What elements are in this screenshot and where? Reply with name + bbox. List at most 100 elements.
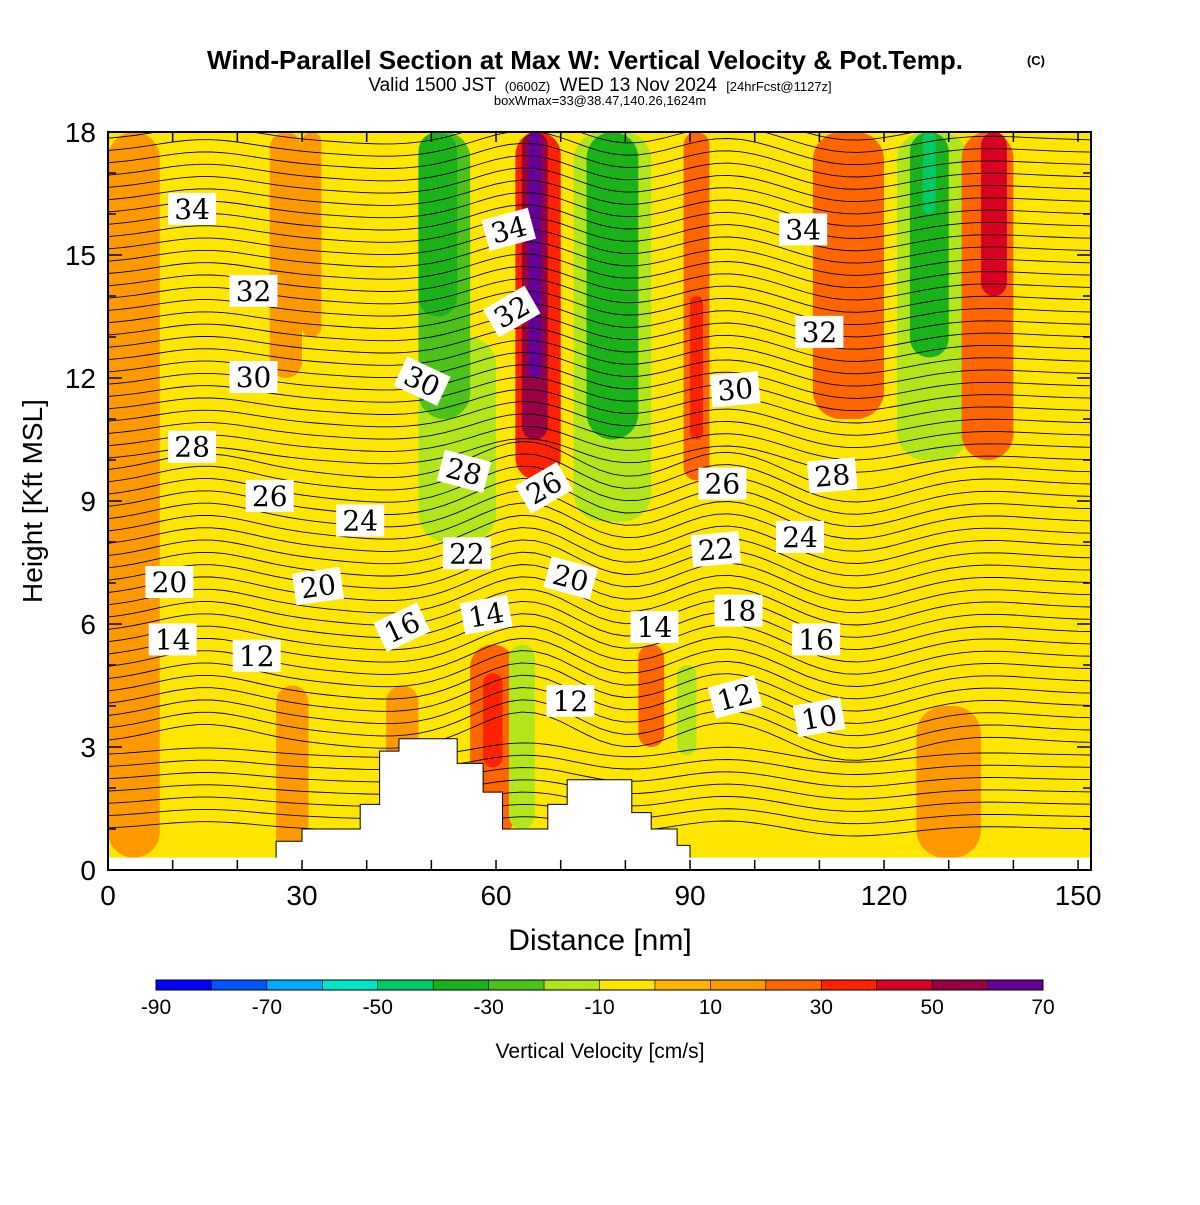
- isentrope-line-48: [108, 228, 1091, 264]
- isentrope-line-25: [108, 502, 1091, 552]
- contour-label-23: 22: [690, 531, 742, 568]
- colorbar-swatch: [377, 980, 434, 990]
- colorbar: -90 -70 -50 -30 -10 10 30 50 70: [141, 979, 1055, 1019]
- contour-label-14: 28: [436, 449, 492, 494]
- contour-label-text: 34: [785, 213, 821, 246]
- velocity-band-11: [483, 673, 503, 768]
- terrain-profile: [108, 738, 691, 870]
- isentrope-line-33: [108, 413, 1091, 449]
- contour-label-26: 24: [776, 520, 824, 554]
- colorbar-tick-label: -90: [141, 996, 171, 1019]
- x-tick-label: 90: [674, 880, 705, 911]
- velocity-band-3: [302, 132, 322, 337]
- y-tick-label: 15: [65, 240, 96, 271]
- contour-label-27: 28: [806, 457, 858, 494]
- contour-label-29: 34: [779, 213, 828, 246]
- isentrope-line-24: [108, 514, 1091, 564]
- colorbar-swatch: [932, 980, 989, 990]
- isentrope-line-52: [108, 179, 1091, 215]
- contour-label-text: 14: [637, 611, 673, 644]
- isentrope-line-34: [108, 401, 1091, 436]
- valid-prefix: Valid 1500 JST: [368, 75, 496, 96]
- colorbar-tick-label: -30: [473, 996, 503, 1019]
- x-tick-label: 0: [100, 880, 116, 911]
- x-axis-title: Distance [nm]: [508, 924, 691, 957]
- terrain-base: [108, 857, 1091, 870]
- isentrope-line-21: [108, 551, 1091, 601]
- contour-label-6: 24: [336, 504, 385, 538]
- isentrope-line-32: [108, 425, 1091, 461]
- isentrope-line-8: [108, 711, 1091, 761]
- y-axis: 0 3 6 9 12 15 18: [65, 117, 1091, 886]
- valid-date: WED 13 Nov 2024: [560, 75, 718, 96]
- contour-label-text: 26: [252, 480, 288, 513]
- isentrope-line-57: [108, 132, 1091, 153]
- contour-label-text: 22: [449, 537, 485, 570]
- velocity-band-2: [269, 132, 303, 378]
- contour-label-12: 14: [459, 594, 513, 635]
- y-tick-label: 18: [65, 117, 96, 148]
- isentrope-line-22: [108, 539, 1091, 589]
- isentrope-line-53: [108, 167, 1091, 203]
- contour-label-text: 14: [466, 596, 507, 635]
- contour-label-text: 24: [342, 505, 378, 538]
- isentrope-line-23: [108, 527, 1091, 577]
- isentrope-line-41: [108, 315, 1091, 350]
- isentrope-line-47: [108, 241, 1091, 276]
- velocity-band-18: [638, 644, 665, 747]
- colorbar-swatch: [821, 980, 878, 990]
- isentrope-line-7: [108, 742, 1091, 763]
- contour-label-text: 20: [298, 568, 338, 606]
- colorbar-swatch: [322, 980, 379, 990]
- contour-label-text: 26: [705, 468, 741, 501]
- contour-label-text: 28: [174, 431, 210, 464]
- y-tick-label: 9: [80, 486, 96, 517]
- colorbar-swatch: [765, 980, 822, 990]
- isentrope-line-30: [108, 441, 1091, 491]
- isentrope-line-12: [108, 662, 1091, 712]
- isentrope-line-10: [108, 687, 1091, 737]
- y-tick-label: 3: [80, 732, 96, 763]
- contour-label-2: 32: [229, 274, 278, 308]
- colorbar-title: Vertical Velocity [cm/s]: [496, 1040, 705, 1063]
- contour-label-7: 20: [145, 566, 194, 599]
- contour-label-32: 10: [792, 697, 846, 738]
- contour-label-28: 32: [795, 315, 844, 349]
- isentrope-line-18: [108, 588, 1091, 638]
- colorbar-swatch: [710, 980, 767, 990]
- contour-label-9: 14: [148, 623, 197, 656]
- velocity-band-12: [508, 644, 535, 829]
- y-axis-title: Height [Kft MSL]: [17, 399, 48, 603]
- isentrope-line-19: [108, 576, 1091, 626]
- contour-label-1: 34: [168, 192, 217, 226]
- contour-label-text: 12: [553, 685, 589, 718]
- x-tick-label: 30: [286, 880, 317, 911]
- y-tick-label: 6: [80, 609, 96, 640]
- contour-label-text: 32: [236, 275, 272, 308]
- colorbar-swatch: [156, 980, 212, 990]
- contour-label-5: 26: [245, 479, 294, 513]
- contour-label-text: 20: [152, 566, 188, 599]
- colorbar-tick-label: -10: [584, 996, 614, 1019]
- isentrope-line-56: [108, 132, 1091, 166]
- colorbar-swatch: [488, 980, 545, 990]
- colorbar-tick-label: 70: [1031, 996, 1054, 1019]
- colorbar-swatch: [599, 980, 656, 990]
- contour-label-3: 30: [229, 361, 278, 394]
- velocity-band-26: [922, 132, 936, 214]
- contour-label-22: 18: [714, 594, 763, 628]
- contour-label-text: 34: [174, 193, 210, 226]
- contour-label-text: 28: [813, 458, 851, 494]
- isentrope-line-17: [108, 600, 1091, 651]
- isentrope-line-55: [108, 142, 1091, 178]
- chart-title: Wind-Parallel Section at Max W: Vertical…: [207, 45, 963, 75]
- colorbar-swatch: [266, 980, 323, 990]
- colorbar-tick-label: 50: [920, 996, 943, 1019]
- isentrope-line-35: [108, 388, 1091, 424]
- isentrope-line-46: [108, 253, 1091, 289]
- isentrope-line-51: [108, 192, 1091, 227]
- isentrope-line-40: [108, 327, 1091, 362]
